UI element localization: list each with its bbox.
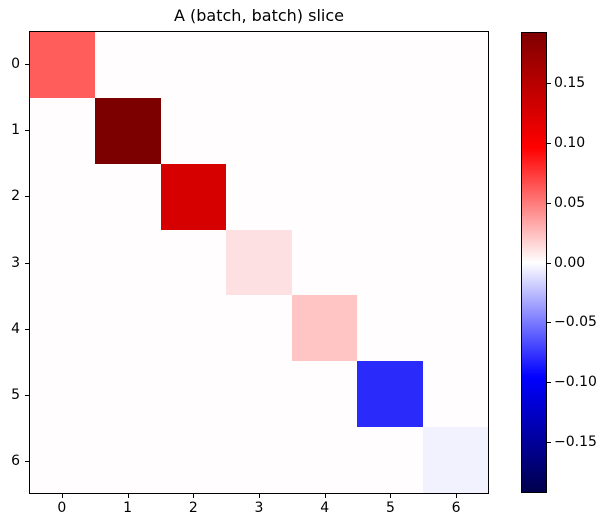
x-tick-label: 2	[188, 500, 198, 516]
heatmap-cell-diagonal	[226, 229, 292, 296]
heatmap-cell	[291, 229, 358, 296]
colorbar-tick-label: −0.15	[554, 433, 597, 450]
heatmap-cell	[160, 229, 227, 296]
y-tick-mark	[25, 328, 29, 330]
heatmap-cell	[291, 97, 358, 164]
x-tick-label: 0	[57, 500, 67, 516]
x-tick-label: 4	[320, 500, 330, 516]
heatmap-cell	[160, 97, 227, 164]
chart-title: A (batch, batch) slice	[174, 6, 344, 25]
x-tick-mark	[324, 494, 326, 498]
heatmap-cell-diagonal	[160, 163, 227, 230]
heatmap-cell	[357, 295, 423, 362]
heatmap-cell	[160, 427, 227, 493]
heatmap-cell	[422, 32, 488, 98]
heatmap-cell	[291, 32, 358, 98]
heatmap-cell	[422, 163, 488, 230]
heatmap-cell	[357, 163, 423, 230]
heatmap-cell	[95, 163, 161, 230]
heatmap-cell-diagonal	[95, 97, 161, 164]
colorbar-tick-mark	[547, 202, 551, 204]
y-tick-mark	[25, 460, 29, 462]
colorbar-tick-mark	[547, 381, 551, 383]
heatmap-cell	[30, 361, 96, 428]
heatmap-cell	[226, 295, 292, 362]
colorbar-tick-label: −0.10	[554, 373, 597, 390]
heatmap-cell	[226, 427, 292, 493]
heatmap-cell	[30, 97, 96, 164]
y-tick-mark	[25, 130, 29, 132]
y-tick-label: 4	[11, 320, 20, 337]
colorbar-tick-mark	[547, 441, 551, 443]
colorbar	[521, 32, 547, 493]
heatmap-cell-diagonal	[30, 32, 96, 98]
y-tick-label: 6	[11, 452, 20, 469]
y-tick-label: 0	[11, 56, 20, 73]
x-tick-mark	[456, 494, 458, 498]
heatmap-cell	[226, 97, 292, 164]
x-tick-label: 5	[385, 500, 395, 516]
y-tick-label: 5	[11, 386, 20, 403]
heatmap-cell	[30, 229, 96, 296]
y-tick-mark	[25, 394, 29, 396]
heatmap-cell	[226, 361, 292, 428]
colorbar-tick-label: 0.00	[554, 254, 586, 271]
y-tick-label: 1	[11, 122, 20, 139]
colorbar-tick-mark	[547, 322, 551, 324]
colorbar-tick-mark	[547, 143, 551, 145]
colorbar-tick-mark	[547, 83, 551, 85]
heatmap-cell	[226, 32, 292, 98]
heatmap-cell-diagonal	[357, 361, 423, 428]
heatmap-grid	[29, 31, 489, 494]
colorbar-tick-label: −0.05	[554, 314, 597, 331]
x-tick-mark	[127, 494, 129, 498]
heatmap-cell	[291, 361, 358, 428]
heatmap-cell	[291, 163, 358, 230]
heatmap-cell	[422, 361, 488, 428]
x-tick-mark	[390, 494, 392, 498]
colorbar-tick-label: 0.05	[554, 194, 586, 211]
heatmap-cell	[95, 295, 161, 362]
heatmap-cell	[30, 163, 96, 230]
heatmap-cell	[226, 163, 292, 230]
heatmap-cell	[95, 229, 161, 296]
heatmap-cell	[357, 229, 423, 296]
heatmap-cell	[357, 32, 423, 98]
x-tick-label: 1	[123, 500, 133, 516]
heatmap-cell	[95, 427, 161, 493]
heatmap-cell	[160, 361, 227, 428]
y-tick-mark	[25, 64, 29, 66]
heatmap-cell-diagonal	[422, 427, 488, 493]
y-tick-mark	[25, 262, 29, 264]
colorbar-tick-label: 0.15	[554, 75, 586, 92]
x-tick-mark	[61, 494, 63, 498]
colorbar-tick-label: 0.10	[554, 135, 586, 152]
y-tick-label: 2	[11, 188, 20, 205]
heatmap-cell	[95, 361, 161, 428]
heatmap-cell	[95, 32, 161, 98]
heatmap-cell	[422, 97, 488, 164]
y-tick-mark	[25, 196, 29, 198]
heatmap-cell	[422, 295, 488, 362]
y-tick-label: 3	[11, 254, 20, 271]
colorbar-tick-mark	[547, 262, 551, 264]
heatmap-cell	[357, 427, 423, 493]
heatmap-cell-diagonal	[291, 295, 358, 362]
heatmap-cell	[422, 229, 488, 296]
x-tick-label: 6	[451, 500, 461, 516]
heatmap-cell	[160, 32, 227, 98]
heatmap-cell	[291, 427, 358, 493]
heatmap-cell	[30, 295, 96, 362]
x-tick-label: 3	[254, 500, 264, 516]
x-tick-mark	[259, 494, 260, 498]
heatmap-cell	[357, 97, 423, 164]
heatmap-cell	[160, 295, 227, 362]
x-tick-mark	[193, 494, 195, 498]
heatmap-cell	[30, 427, 96, 493]
